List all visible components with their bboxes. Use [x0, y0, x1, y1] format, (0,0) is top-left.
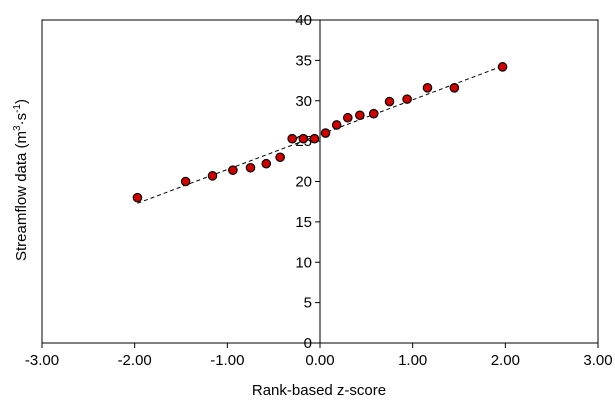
- x-tick-label: -1.00: [210, 352, 244, 369]
- data-point: [497, 62, 508, 72]
- data-point: [287, 133, 297, 144]
- data-point: [228, 165, 238, 175]
- data-point: [449, 83, 460, 93]
- data-point: [261, 158, 272, 169]
- data-point: [384, 96, 395, 107]
- data-point: [132, 192, 143, 203]
- data-point: [309, 133, 320, 144]
- x-tick-label: 0.00: [305, 352, 334, 369]
- x-tick-label: -2.00: [118, 352, 152, 369]
- data-point: [402, 94, 412, 104]
- data-point: [245, 162, 256, 173]
- x-tick-label: -3.00: [25, 352, 59, 369]
- y-tick-label: 30: [295, 93, 312, 110]
- trendline: [137, 65, 503, 204]
- x-axis-title: Rank-based z-score: [252, 382, 386, 399]
- x-axis-ticks: -3.00 -2.00 -1.00 0.00 1.00 2.00 3.00: [25, 343, 613, 369]
- y-tick-label: 20: [295, 174, 312, 191]
- data-point: [342, 112, 353, 123]
- y-tick-label: 35: [295, 52, 312, 69]
- data-point: [320, 128, 331, 138]
- y-tick-label: 10: [295, 254, 312, 271]
- data-point: [275, 152, 285, 163]
- data-point: [331, 120, 342, 130]
- data-points: [132, 62, 508, 203]
- x-tick-label: 1.00: [398, 352, 427, 369]
- y-tick-label: 40: [295, 12, 312, 29]
- y-axis-ticks: 0510152025303540: [295, 12, 320, 352]
- data-point: [355, 110, 365, 121]
- data-point: [368, 108, 379, 119]
- data-point: [207, 171, 218, 181]
- data-point: [180, 176, 191, 187]
- y-tick-label: 15: [295, 214, 312, 231]
- y-tick-label: 5: [304, 295, 312, 312]
- x-tick-label: 3.00: [583, 352, 612, 369]
- y-axis-title: Streamflow data (m3·s-1): [12, 99, 30, 261]
- y-tick-label: 0: [304, 335, 312, 352]
- data-point: [298, 133, 309, 144]
- x-tick-label: 2.00: [491, 352, 520, 369]
- data-point: [422, 83, 433, 93]
- trendline-path: [137, 65, 503, 204]
